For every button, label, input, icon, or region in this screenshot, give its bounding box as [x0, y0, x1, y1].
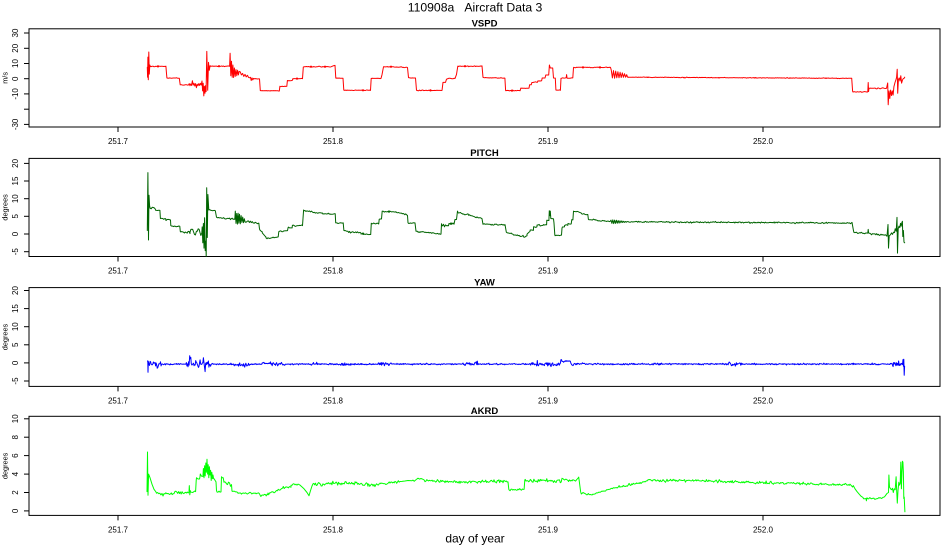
svg-text:-30: -30 [11, 118, 20, 130]
svg-text:VSPD: VSPD [472, 19, 498, 30]
svg-text:20: 20 [11, 158, 20, 167]
svg-text:8: 8 [11, 434, 20, 439]
svg-text:15: 15 [11, 176, 20, 185]
svg-text:10: 10 [11, 194, 20, 203]
svg-text:0: 0 [11, 360, 20, 365]
svg-text:PITCH: PITCH [470, 148, 499, 159]
svg-text:251.9: 251.9 [538, 526, 559, 535]
svg-text:10: 10 [11, 322, 20, 331]
svg-text:251.8: 251.8 [323, 397, 344, 406]
svg-text:4: 4 [11, 471, 20, 476]
svg-text:251.7: 251.7 [108, 137, 129, 146]
svg-text:day of year: day of year [445, 532, 504, 546]
svg-text:degrees: degrees [1, 194, 10, 221]
svg-text:251.9: 251.9 [538, 267, 559, 276]
svg-text:251.9: 251.9 [538, 137, 559, 146]
svg-text:5: 5 [11, 342, 20, 347]
svg-text:251.9: 251.9 [538, 397, 559, 406]
svg-text:m/s: m/s [1, 72, 10, 84]
svg-text:252.0: 252.0 [753, 526, 774, 535]
svg-text:degrees: degrees [1, 452, 10, 479]
svg-text:20: 20 [11, 286, 20, 295]
svg-text:0: 0 [11, 76, 20, 81]
svg-text:0: 0 [11, 231, 20, 236]
svg-text:-5: -5 [11, 248, 20, 256]
svg-text:110908a Aircraft Data 3: 110908a Aircraft Data 3 [408, 1, 543, 15]
svg-text:AKRD: AKRD [471, 406, 499, 417]
svg-text:30: 30 [11, 28, 20, 37]
svg-text:20: 20 [11, 43, 20, 52]
svg-text:251.7: 251.7 [108, 526, 129, 535]
svg-text:15: 15 [11, 304, 20, 313]
svg-text:-10: -10 [11, 88, 20, 100]
svg-text:6: 6 [11, 453, 20, 458]
svg-text:251.8: 251.8 [323, 526, 344, 535]
svg-text:degrees: degrees [1, 323, 10, 350]
svg-text:252.0: 252.0 [753, 397, 774, 406]
svg-text:251.7: 251.7 [108, 397, 129, 406]
svg-text:5: 5 [11, 214, 20, 219]
svg-text:10: 10 [11, 414, 20, 423]
svg-text:251.8: 251.8 [323, 137, 344, 146]
svg-text:10: 10 [11, 59, 20, 68]
svg-text:2: 2 [11, 490, 20, 495]
svg-text:251.8: 251.8 [323, 267, 344, 276]
svg-text:0: 0 [11, 508, 20, 513]
svg-text:YAW: YAW [474, 277, 495, 288]
svg-text:252.0: 252.0 [753, 137, 774, 146]
svg-text:252.0: 252.0 [753, 267, 774, 276]
svg-text:-5: -5 [11, 377, 20, 385]
svg-text:251.7: 251.7 [108, 267, 129, 276]
